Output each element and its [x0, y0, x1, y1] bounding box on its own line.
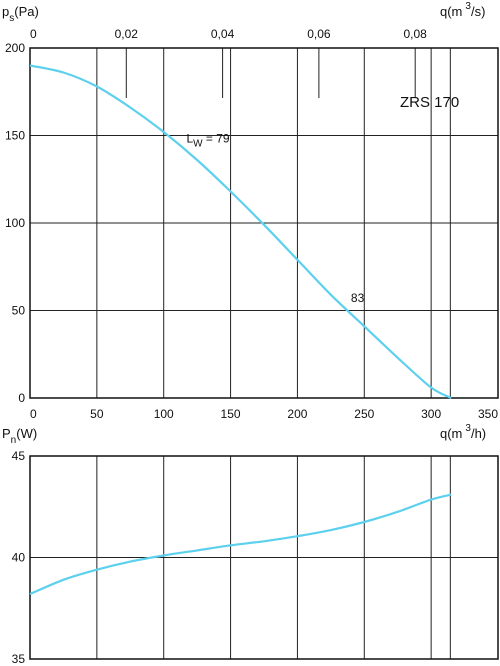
pressure-y-tick-label: 100 [5, 216, 25, 230]
pressure-y-tick-label: 200 [5, 41, 25, 55]
pressure-x-tick-label: 150 [221, 407, 241, 421]
power-y-tick-labels: 35 40 45 [12, 449, 26, 666]
pressure-annotations: LW = 79 83 [186, 132, 364, 305]
pressure-top-tick-label: 0,08 [404, 27, 428, 41]
pressure-y-axis-title: ps(Pa) [2, 4, 39, 24]
power-y-tick-label: 35 [12, 652, 26, 666]
pressure-y-tick-labels: 0 50 100 150 200 [5, 41, 25, 405]
sound-level-label-83: 83 [351, 291, 365, 305]
power-curve [29, 493, 452, 596]
pressure-y-tick-label: 150 [5, 129, 25, 143]
power-grid [29, 455, 499, 660]
pressure-x-tick-label: 0 [30, 407, 37, 421]
pressure-plot-frame [29, 47, 499, 399]
pressure-x-tick-label: 200 [287, 407, 307, 421]
pressure-top-tick-label: 0 [30, 27, 37, 41]
pressure-series [29, 64, 452, 399]
power-plot-frame [29, 455, 499, 660]
pressure-top-tick-label: 0,02 [115, 27, 139, 41]
pressure-top-tick-label: 0,04 [211, 27, 235, 41]
pressure-x-tick-label: 250 [354, 407, 374, 421]
pressure-top-tick-labels: 0 0,02 0,04 0,06 0,08 [30, 27, 427, 41]
pressure-x-tick-label: 300 [421, 407, 441, 421]
power-series [29, 493, 452, 596]
pressure-curve [29, 64, 452, 399]
pressure-y-tick-label: 0 [18, 391, 25, 405]
pressure-x-tick-labels: 0 50 100 150 200 250 300 350 [30, 407, 498, 421]
pressure-bottom-axis-title: q(m 3/h) [440, 423, 486, 441]
pressure-top-tick-label: 0,06 [307, 27, 331, 41]
model-label: ZRS 170 [400, 94, 459, 111]
power-y-tick-label: 40 [12, 551, 26, 565]
sound-level-label-79: LW = 79 [186, 132, 229, 150]
pressure-chart: 0 50 100 150 200 250 300 350 0 50 100 150 200 0 0,02… [2, 1, 499, 441]
power-y-tick-label: 45 [12, 449, 26, 463]
pressure-x-tick-label: 100 [154, 407, 174, 421]
power-y-axis-title: Pn(W) [2, 426, 37, 446]
pressure-x-tick-label: 50 [90, 407, 104, 421]
pressure-y-tick-label: 50 [12, 304, 26, 318]
pressure-x-tick-label: 350 [478, 407, 498, 421]
power-chart: 35 40 45 Pn(W) [2, 426, 499, 666]
pressure-top-axis-title: q(m 3/s) [440, 1, 485, 19]
